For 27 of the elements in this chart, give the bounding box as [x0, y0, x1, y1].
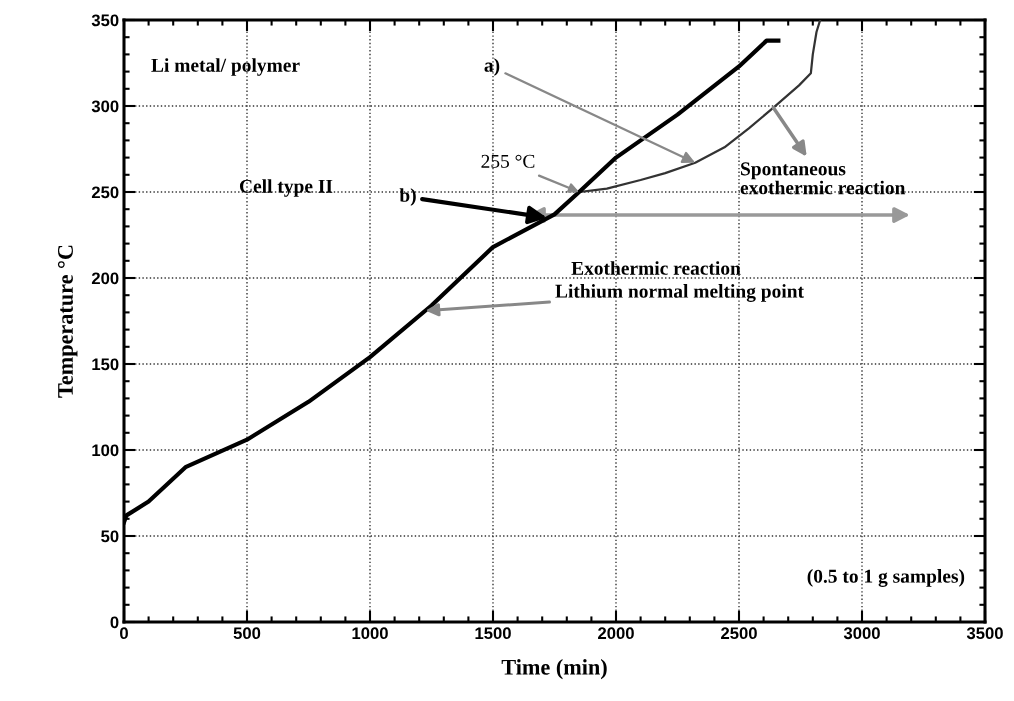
x-tick-label: 1000 — [352, 627, 388, 640]
x-tick-label: 2000 — [598, 627, 634, 640]
annotation: Li metal/ polymer — [151, 58, 300, 76]
y-tick-label: 150 — [92, 358, 119, 371]
x-tick-label: 3500 — [966, 627, 1003, 640]
y-tick-label: 350 — [91, 14, 119, 27]
x-tick-label: 2500 — [721, 627, 757, 640]
x-tick-label: 0 — [120, 627, 128, 640]
y-tick-label: 300 — [91, 100, 119, 113]
annotation: Exothermic reaction — [571, 261, 741, 275]
y-tick-label: 100 — [92, 444, 119, 457]
annotation: (0.5 to 1 g samples) — [807, 569, 965, 587]
x-tick-label: 3000 — [843, 627, 880, 640]
y-tick-label: 250 — [91, 186, 119, 199]
annotation: Cell type II — [239, 179, 333, 197]
x-axis-title: Time (min) — [501, 659, 607, 680]
y-tick-label: 200 — [91, 272, 119, 285]
y-tick-label: 50 — [101, 530, 119, 543]
annotation: Spontaneous exothermic reaction — [740, 162, 906, 195]
annotation: Lithium normal melting point — [555, 284, 804, 302]
y-tick-label: 0 — [110, 616, 119, 629]
annotation: b) — [399, 188, 416, 206]
x-tick-label: 500 — [233, 627, 261, 640]
x-tick-label: 1500 — [475, 627, 511, 640]
annotation: a) — [484, 58, 500, 76]
annotation: 255 °C — [481, 154, 535, 168]
y-axis-title: Temperature °C — [57, 245, 78, 398]
